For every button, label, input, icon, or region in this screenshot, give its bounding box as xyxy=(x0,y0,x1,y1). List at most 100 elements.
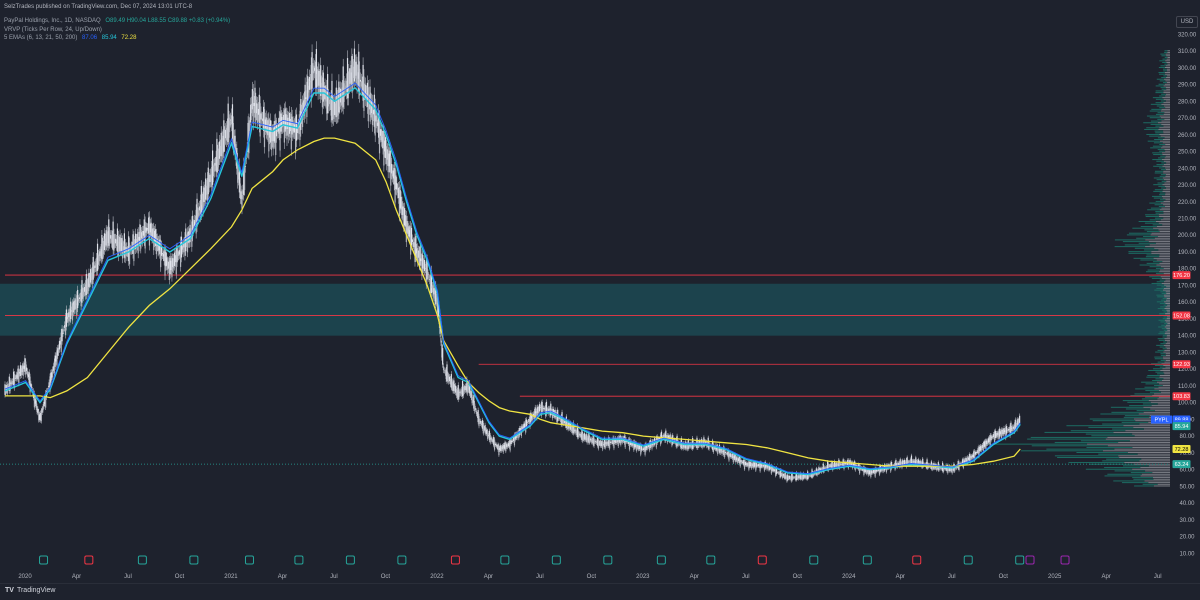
volume-profile-bar-down xyxy=(1166,292,1170,294)
candle-body xyxy=(26,371,29,376)
candle-body xyxy=(781,474,783,476)
volume-profile-bar-down xyxy=(1132,446,1170,448)
candle-body xyxy=(247,122,249,153)
volume-profile-bar-down xyxy=(1164,185,1170,187)
volume-profile-bar-down xyxy=(1162,190,1170,192)
ema-indicator-line[interactable]: 5 EMAs (6, 13, 21, 50, 200) 87.06 85.94 … xyxy=(4,34,136,42)
volume-profile-bar-up xyxy=(1152,152,1162,154)
volume-profile-bar-down xyxy=(1165,175,1170,177)
vrvp-indicator-line[interactable]: VRVP (Ticks Per Row, 24, Up/Down) xyxy=(4,26,102,34)
candle-body xyxy=(719,448,721,454)
volume-profile-bar-down xyxy=(1150,234,1170,236)
volume-profile-bar-down xyxy=(1144,480,1170,482)
candle-body xyxy=(386,149,388,160)
volume-profile-bar-up xyxy=(1162,61,1167,63)
earnings-marker xyxy=(137,555,147,565)
candle-body xyxy=(533,411,535,420)
candle-body xyxy=(997,432,999,436)
volume-profile-bar-up xyxy=(1113,480,1145,482)
candle-body xyxy=(450,374,452,388)
volume-profile-bar-up xyxy=(1158,83,1165,85)
dividend-marker xyxy=(1025,555,1035,565)
volume-profile-bar-up xyxy=(1161,162,1167,164)
ema-value-200: 72.28 xyxy=(121,35,137,41)
volume-profile-bar-up xyxy=(1146,115,1160,117)
volume-profile-bar-down xyxy=(1161,123,1170,125)
candle-body xyxy=(1001,429,1003,435)
candle-body xyxy=(544,408,546,410)
volume-profile-bar-down xyxy=(1166,328,1170,330)
volume-profile-bar-down xyxy=(1155,242,1170,244)
candle-body xyxy=(784,472,786,479)
volume-profile-bar-up xyxy=(1149,276,1161,278)
candle-body xyxy=(778,472,780,474)
candle-body xyxy=(538,408,540,413)
candle-body xyxy=(776,472,779,473)
candle-body xyxy=(604,441,606,448)
volume-profile-bar-up xyxy=(1152,261,1163,263)
candle-body xyxy=(564,421,566,423)
volume-profile-bar-down xyxy=(1159,215,1170,217)
candle-body xyxy=(276,129,279,132)
volume-profile-bar-up xyxy=(1156,284,1165,286)
candle-body xyxy=(550,403,552,416)
candle-body xyxy=(225,127,228,141)
candle-body xyxy=(767,465,769,468)
candle-body xyxy=(746,463,748,466)
candle-body xyxy=(499,447,501,451)
candle-body xyxy=(182,243,184,253)
volume-profile-bar-down xyxy=(1163,160,1170,162)
candle-body xyxy=(141,232,143,239)
candle-body xyxy=(115,238,117,244)
volume-profile-bar-down xyxy=(1164,319,1170,321)
x-tick-label: Jul xyxy=(536,574,544,580)
volume-profile-bar-down xyxy=(1165,155,1170,157)
candle-body xyxy=(151,229,153,239)
volume-profile-bar-up xyxy=(1155,85,1164,87)
candle-body xyxy=(987,440,989,445)
candle-body xyxy=(692,442,695,448)
candle-body xyxy=(585,434,587,441)
candle-body xyxy=(318,70,320,86)
earnings-marker xyxy=(84,555,94,565)
candle-body xyxy=(324,85,326,100)
candle-body xyxy=(83,287,85,298)
candle-body xyxy=(648,442,651,451)
candle-body xyxy=(540,403,542,416)
candle-body xyxy=(77,298,80,302)
candle-body xyxy=(126,247,128,257)
price-chart[interactable]: 10.0020.0030.0040.0050.0060.0070.0080.00… xyxy=(0,0,1200,584)
candle-body xyxy=(823,466,825,472)
volume-profile-bar-down xyxy=(1165,107,1170,109)
candle-body xyxy=(780,469,782,477)
candle-body xyxy=(305,97,307,100)
candle-body xyxy=(967,456,969,464)
volume-profile-bar-up xyxy=(1163,75,1168,77)
candle-body xyxy=(372,101,374,126)
tradingview-logo[interactable]: TV TradingView xyxy=(5,587,55,594)
volume-profile-bar-down xyxy=(1161,277,1170,279)
candle-body xyxy=(284,108,286,132)
candle-body xyxy=(1013,424,1016,432)
candle-body xyxy=(383,132,385,166)
volume-profile-bar-up xyxy=(1143,122,1158,124)
candle-body xyxy=(217,151,219,168)
y-tick-label: 140.00 xyxy=(1178,334,1197,340)
candle-body xyxy=(980,445,982,451)
volume-profile-bar-down xyxy=(1161,103,1170,105)
volume-profile-bar-up xyxy=(1160,359,1166,361)
candle-body xyxy=(359,79,362,82)
candle-body xyxy=(331,80,333,121)
volume-profile-bar-up xyxy=(1144,128,1159,130)
volume-profile-bar-up xyxy=(1151,363,1162,365)
volume-profile-bar-up xyxy=(1158,339,1166,341)
volume-profile-bar-down xyxy=(1162,138,1170,140)
currency-label[interactable]: USD xyxy=(1176,16,1198,28)
volume-profile-bar-up xyxy=(1154,358,1164,360)
candle-body xyxy=(426,259,428,280)
price-label-box xyxy=(1172,422,1191,431)
symbol-name[interactable]: PayPal Holdings, Inc., 1D, NASDAQ xyxy=(4,18,101,24)
volume-profile-bar-down xyxy=(1159,133,1170,135)
candle-body xyxy=(243,165,246,190)
candle-body xyxy=(729,454,731,456)
